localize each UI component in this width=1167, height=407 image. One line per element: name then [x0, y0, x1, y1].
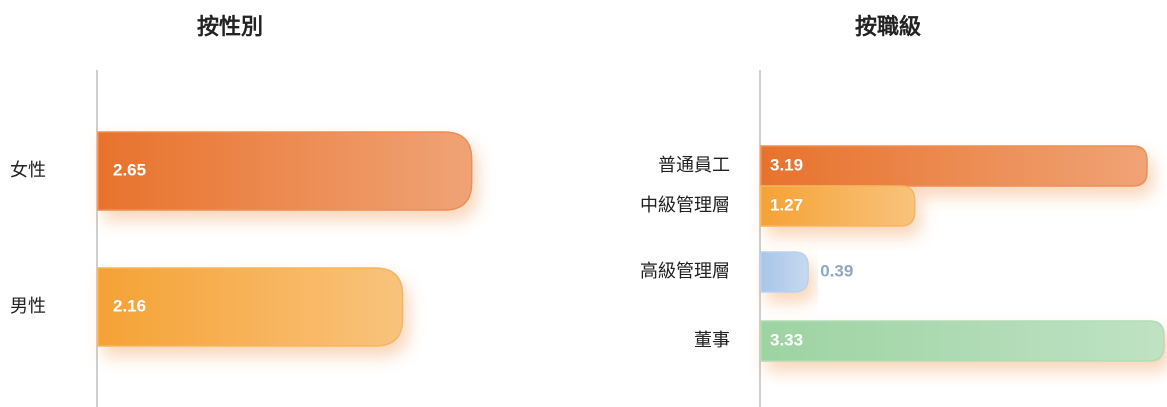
value-label: 2.16 [113, 296, 146, 315]
category-label: 中級管理層 [640, 195, 730, 216]
chart-title: 按職級 [855, 14, 921, 40]
value-label: 1.27 [770, 195, 803, 214]
bar [760, 145, 1148, 187]
value-label: 3.33 [770, 330, 803, 349]
category-label: 普通員工 [658, 155, 730, 176]
bar [760, 251, 809, 293]
bar [760, 185, 916, 227]
category-label: 高級管理層 [640, 261, 730, 282]
value-label: 3.19 [770, 155, 803, 174]
bar [97, 267, 404, 347]
bar [97, 131, 473, 211]
category-label: 女性 [10, 160, 46, 181]
bar [760, 320, 1165, 362]
value-label: 2.65 [113, 160, 146, 179]
value-label: 0.39 [820, 261, 853, 280]
category-label: 董事 [694, 330, 730, 351]
category-label: 男性 [10, 296, 46, 317]
chart-title: 按性別 [197, 14, 263, 40]
